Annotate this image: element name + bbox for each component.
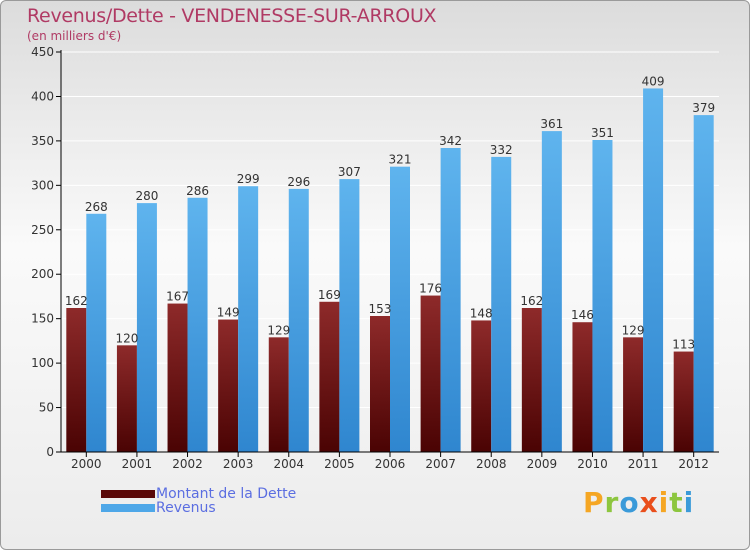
logo-letter: P	[583, 486, 605, 519]
bar-dette	[673, 351, 694, 452]
y-tick-label: 450	[31, 45, 54, 59]
bar-dette	[471, 320, 492, 452]
bar-dette	[420, 295, 441, 452]
x-tick-label: 2001	[122, 457, 153, 471]
x-tick-label: 2012	[678, 457, 709, 471]
data-label-dette: 129	[267, 323, 290, 337]
data-label-revenus: 351	[591, 126, 614, 140]
y-tick-label: 250	[31, 223, 54, 237]
x-tick-label: 2004	[273, 457, 304, 471]
bar-dette	[167, 303, 188, 452]
bar-dette	[319, 301, 340, 452]
bar-dette	[66, 308, 87, 452]
data-label-revenus: 286	[186, 184, 209, 198]
chart-title: Revenus/Dette - VENDENESSE-SUR-ARROUX	[27, 5, 437, 27]
logo-letter: r	[604, 486, 620, 519]
bar-dette	[218, 319, 239, 452]
data-label-revenus: 342	[439, 134, 462, 148]
bar-revenus	[592, 140, 613, 452]
legend-swatch-dette	[101, 490, 155, 498]
y-tick-label: 400	[31, 89, 54, 103]
legend-label-revenus: Revenus	[156, 500, 216, 516]
data-label-dette: 129	[622, 323, 645, 337]
x-tick-label: 2009	[527, 457, 558, 471]
data-label-revenus: 332	[490, 143, 513, 157]
logo-letter: o	[619, 486, 640, 519]
y-tick-label: 200	[31, 267, 54, 281]
bar-revenus	[390, 166, 410, 452]
data-label-revenus: 379	[692, 101, 715, 115]
bar-dette	[116, 345, 137, 452]
bar-revenus	[440, 148, 461, 452]
logo-letter: x	[639, 486, 659, 519]
bar-dette	[521, 308, 542, 452]
data-label-dette: 167	[166, 290, 189, 304]
data-label-revenus: 268	[85, 200, 108, 214]
bar-revenus	[288, 188, 309, 452]
x-tick-label: 2008	[476, 457, 507, 471]
bar-dette	[572, 322, 593, 452]
data-label-revenus: 299	[237, 172, 260, 186]
x-tick-label: 2007	[425, 457, 456, 471]
bar-revenus	[187, 197, 208, 452]
x-tick-label: 2011	[628, 457, 659, 471]
x-tick-label: 2005	[324, 457, 355, 471]
data-label-dette: 162	[65, 294, 88, 308]
x-tick-label: 2006	[375, 457, 406, 471]
logo-letter: i	[683, 486, 695, 519]
bar-dette	[623, 337, 644, 452]
legend-swatch-revenus	[101, 504, 155, 512]
data-label-dette: 120	[115, 331, 138, 345]
bar-revenus	[693, 115, 714, 452]
x-tick-label: 2002	[172, 457, 203, 471]
logo-letter: i	[658, 486, 670, 519]
data-label-dette: 153	[369, 302, 392, 316]
y-tick-label: 300	[31, 178, 54, 192]
bar-revenus	[491, 156, 512, 452]
bar-revenus	[339, 179, 360, 452]
data-label-revenus: 307	[338, 165, 361, 179]
data-label-dette: 169	[318, 288, 341, 302]
bar-revenus	[136, 203, 157, 452]
chart-subtitle: (en milliers d'€)	[27, 29, 122, 43]
data-label-revenus: 409	[642, 74, 665, 88]
bar-dette	[370, 316, 390, 452]
y-tick-label: 0	[46, 445, 54, 459]
data-label-dette: 162	[520, 294, 543, 308]
data-label-revenus: 280	[135, 189, 158, 203]
data-label-revenus: 361	[540, 117, 563, 131]
y-tick-label: 150	[31, 312, 54, 326]
proxiti-logo: Proxiti	[583, 486, 694, 519]
bar-revenus	[541, 131, 562, 452]
x-tick-label: 2003	[223, 457, 254, 471]
legend-label-dette: Montant de la Dette	[156, 486, 297, 502]
data-label-revenus: 321	[389, 153, 412, 167]
y-tick-label: 50	[39, 401, 54, 415]
bar-revenus	[86, 213, 107, 452]
data-label-dette: 113	[672, 338, 695, 352]
data-label-dette: 148	[470, 306, 493, 320]
x-tick-label: 2000	[71, 457, 102, 471]
data-label-dette: 149	[217, 306, 240, 320]
x-tick-label: 2010	[577, 457, 608, 471]
logo-letter: t	[669, 486, 684, 519]
data-label-dette: 176	[419, 282, 442, 296]
bar-dette	[268, 337, 289, 452]
y-tick-label: 100	[31, 356, 54, 370]
data-label-dette: 146	[571, 308, 594, 322]
bar-revenus	[238, 186, 259, 452]
y-tick-label: 350	[31, 134, 54, 148]
bar-revenus	[643, 88, 664, 452]
data-label-revenus: 296	[287, 175, 310, 189]
